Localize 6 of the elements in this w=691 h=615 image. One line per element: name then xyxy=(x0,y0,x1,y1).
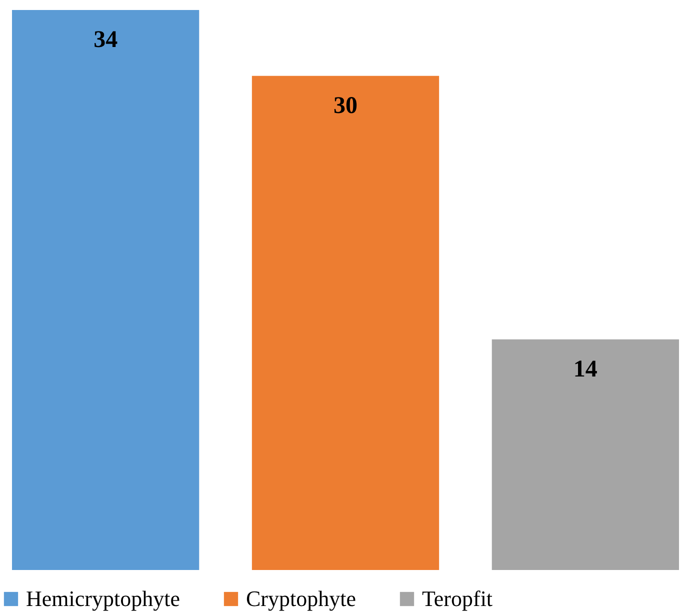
data-label: 34 xyxy=(94,27,118,53)
legend-label: Teropfit xyxy=(422,586,493,611)
data-label: 14 xyxy=(573,356,598,382)
legend-label: Cryptophyte xyxy=(246,586,356,611)
legend-label: Hemicryptophyte xyxy=(26,586,180,611)
data-label: 30 xyxy=(334,92,358,119)
